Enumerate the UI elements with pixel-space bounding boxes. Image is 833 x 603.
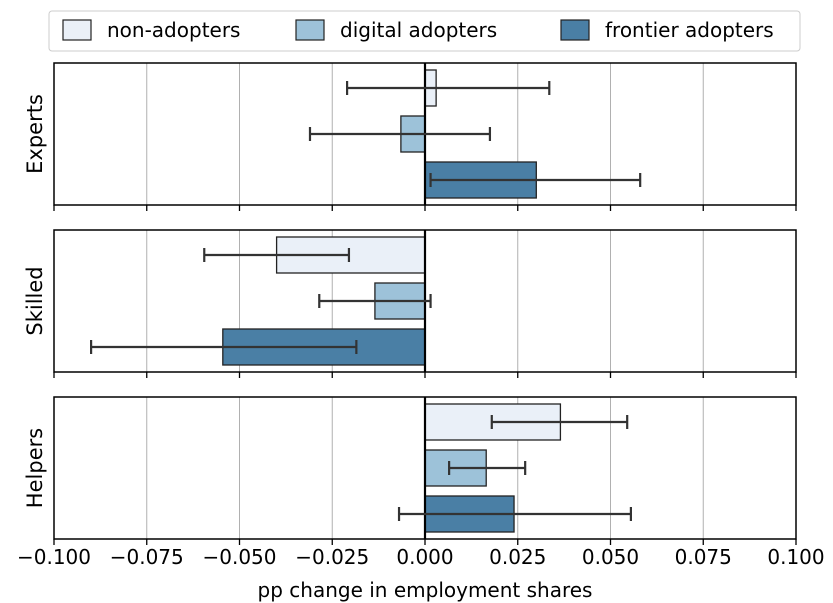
x-axis: −0.100 −0.075 −0.050 −0.025 0.000 0.025 0.050 0…	[17, 545, 825, 569]
x-tick-label: 0.000	[396, 545, 453, 569]
x-axis-title: pp change in employment shares	[258, 578, 593, 602]
x-tick-label: −0.075	[110, 545, 184, 569]
panel-label: Helpers	[23, 428, 47, 508]
legend-label: frontier adopters	[605, 18, 774, 42]
x-tick-label: 0.050	[582, 545, 639, 569]
error-bar	[397, 507, 633, 521]
panel-experts: Experts	[23, 62, 797, 211]
x-tick-label: 0.100	[767, 545, 824, 569]
legend-swatch	[295, 19, 325, 41]
legend-swatch	[560, 19, 590, 41]
error-bar	[345, 81, 551, 95]
error-bar	[203, 248, 351, 262]
error-bar	[308, 127, 492, 141]
error-bar	[318, 294, 432, 308]
panel-helpers: Helpers	[23, 396, 797, 545]
x-tick-label: −0.100	[17, 545, 91, 569]
legend: non-adopters digital adopters frontier ado…	[48, 10, 801, 52]
panel-label: Experts	[23, 94, 47, 174]
error-bar	[429, 173, 642, 187]
legend-label: digital adopters	[340, 18, 497, 42]
error-bar	[448, 461, 527, 475]
panel-label: Skilled	[23, 266, 47, 335]
panel-skilled: Skilled	[23, 229, 797, 378]
error-bar	[490, 415, 629, 429]
legend-swatch	[62, 19, 92, 41]
x-tick-label: 0.075	[675, 545, 732, 569]
error-bar	[89, 340, 358, 354]
x-tick-label: −0.025	[295, 545, 369, 569]
x-tick-label: 0.025	[489, 545, 546, 569]
legend-frame	[48, 10, 801, 52]
panels: Experts Skilled Helpers	[23, 62, 797, 545]
legend-label: non-adopters	[107, 18, 240, 42]
x-tick-label: −0.050	[202, 545, 276, 569]
